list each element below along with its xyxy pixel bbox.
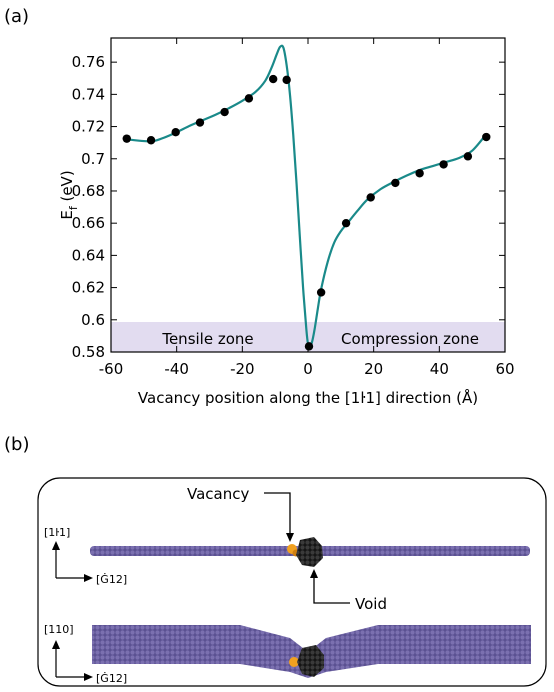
void-arrow-head bbox=[310, 569, 318, 578]
data-point bbox=[282, 75, 291, 85]
x-axis-label: Vacancy position along the [1ŀ1] directi… bbox=[138, 388, 478, 407]
vacancy-atom-bottom bbox=[289, 657, 299, 667]
fit-curve-line bbox=[127, 44, 487, 349]
axis-bottom-up-head bbox=[52, 640, 60, 649]
data-point bbox=[171, 128, 180, 137]
data-point bbox=[316, 288, 326, 297]
y-tick-label: 0.76 bbox=[72, 53, 105, 71]
axis-bottom-right-label: [Ġ12] bbox=[96, 672, 127, 685]
data-point bbox=[195, 118, 205, 127]
y-tick-label: 0.62 bbox=[72, 279, 105, 297]
axes-triad-bottom: [110] [Ġ12] bbox=[44, 623, 127, 685]
data-point bbox=[366, 193, 375, 202]
x-tick-label: 20 bbox=[364, 360, 383, 378]
plot-frame bbox=[110, 37, 506, 353]
slab-top-view bbox=[90, 537, 530, 567]
x-tick-label: -60 bbox=[99, 360, 124, 378]
data-point bbox=[244, 94, 254, 103]
data-point bbox=[341, 218, 351, 228]
data-point bbox=[268, 74, 278, 84]
data-point bbox=[146, 136, 156, 145]
vacancy-arrow-head bbox=[286, 533, 294, 542]
y-axis-label-sub: f bbox=[67, 205, 80, 210]
data-point bbox=[304, 342, 314, 351]
void-cluster-bottom bbox=[297, 645, 324, 677]
axis-top-right-label: [Ġ12] bbox=[96, 573, 127, 586]
panel-b-label: (b) bbox=[4, 434, 29, 455]
void-label: Void bbox=[355, 595, 387, 613]
x-tick-label: -20 bbox=[230, 360, 255, 378]
slab-bottom-view bbox=[92, 625, 531, 678]
vacancy-label: Vacancy bbox=[187, 485, 249, 503]
void-cluster-top bbox=[296, 537, 323, 567]
data-point bbox=[439, 160, 448, 169]
data-point bbox=[463, 152, 473, 161]
axis-bottom-up-label: [110] bbox=[44, 623, 74, 636]
vacancy-arrow bbox=[264, 492, 291, 537]
x-tick-label: 60 bbox=[495, 360, 514, 378]
x-tick-label: -40 bbox=[164, 360, 189, 378]
panel-a-label: (a) bbox=[4, 6, 29, 27]
void-arrow bbox=[313, 574, 350, 604]
zone-label-tensile: Tensile zone bbox=[161, 330, 253, 348]
y-axis-label-unit: (eV) bbox=[58, 170, 76, 206]
y-tick-label: 0.7 bbox=[81, 150, 105, 168]
y-axis-label: Ef (eV) bbox=[58, 170, 80, 219]
y-axis-label-main: E bbox=[58, 210, 76, 219]
y-tick-label: 0.66 bbox=[72, 214, 105, 232]
zone-label-compression: Compression zone bbox=[341, 330, 479, 348]
axis-top-up-head bbox=[52, 541, 60, 550]
y-tick-label: 0.58 bbox=[72, 343, 105, 361]
y-tick-label: 0.6 bbox=[81, 311, 105, 329]
y-tick-label: 0.72 bbox=[72, 118, 105, 136]
y-tick-label: 0.64 bbox=[72, 246, 105, 264]
axis-bottom-right-head bbox=[84, 673, 93, 681]
axes-triad-top: [1ŀ1] [Ġ12] bbox=[44, 526, 127, 586]
x-tick-label: 40 bbox=[430, 360, 449, 378]
data-point bbox=[415, 169, 424, 178]
data-point bbox=[122, 134, 131, 143]
y-tick-label: 0.68 bbox=[72, 182, 105, 200]
axis-top-right-head bbox=[84, 574, 93, 582]
y-tick-label: 0.74 bbox=[72, 85, 105, 103]
data-point bbox=[391, 178, 400, 188]
x-tick-label: 0 bbox=[303, 360, 313, 378]
data-point bbox=[220, 107, 229, 117]
structure-panel-frame bbox=[37, 477, 547, 687]
data-point bbox=[482, 132, 491, 142]
formation-energy-chart: -60 -40 -20 0 20 40 60 0.58 0.6 0.62 0.64 0.66 0.68 0… bbox=[58, 37, 515, 407]
axis-top-up-label: [1ŀ1] bbox=[44, 526, 70, 539]
